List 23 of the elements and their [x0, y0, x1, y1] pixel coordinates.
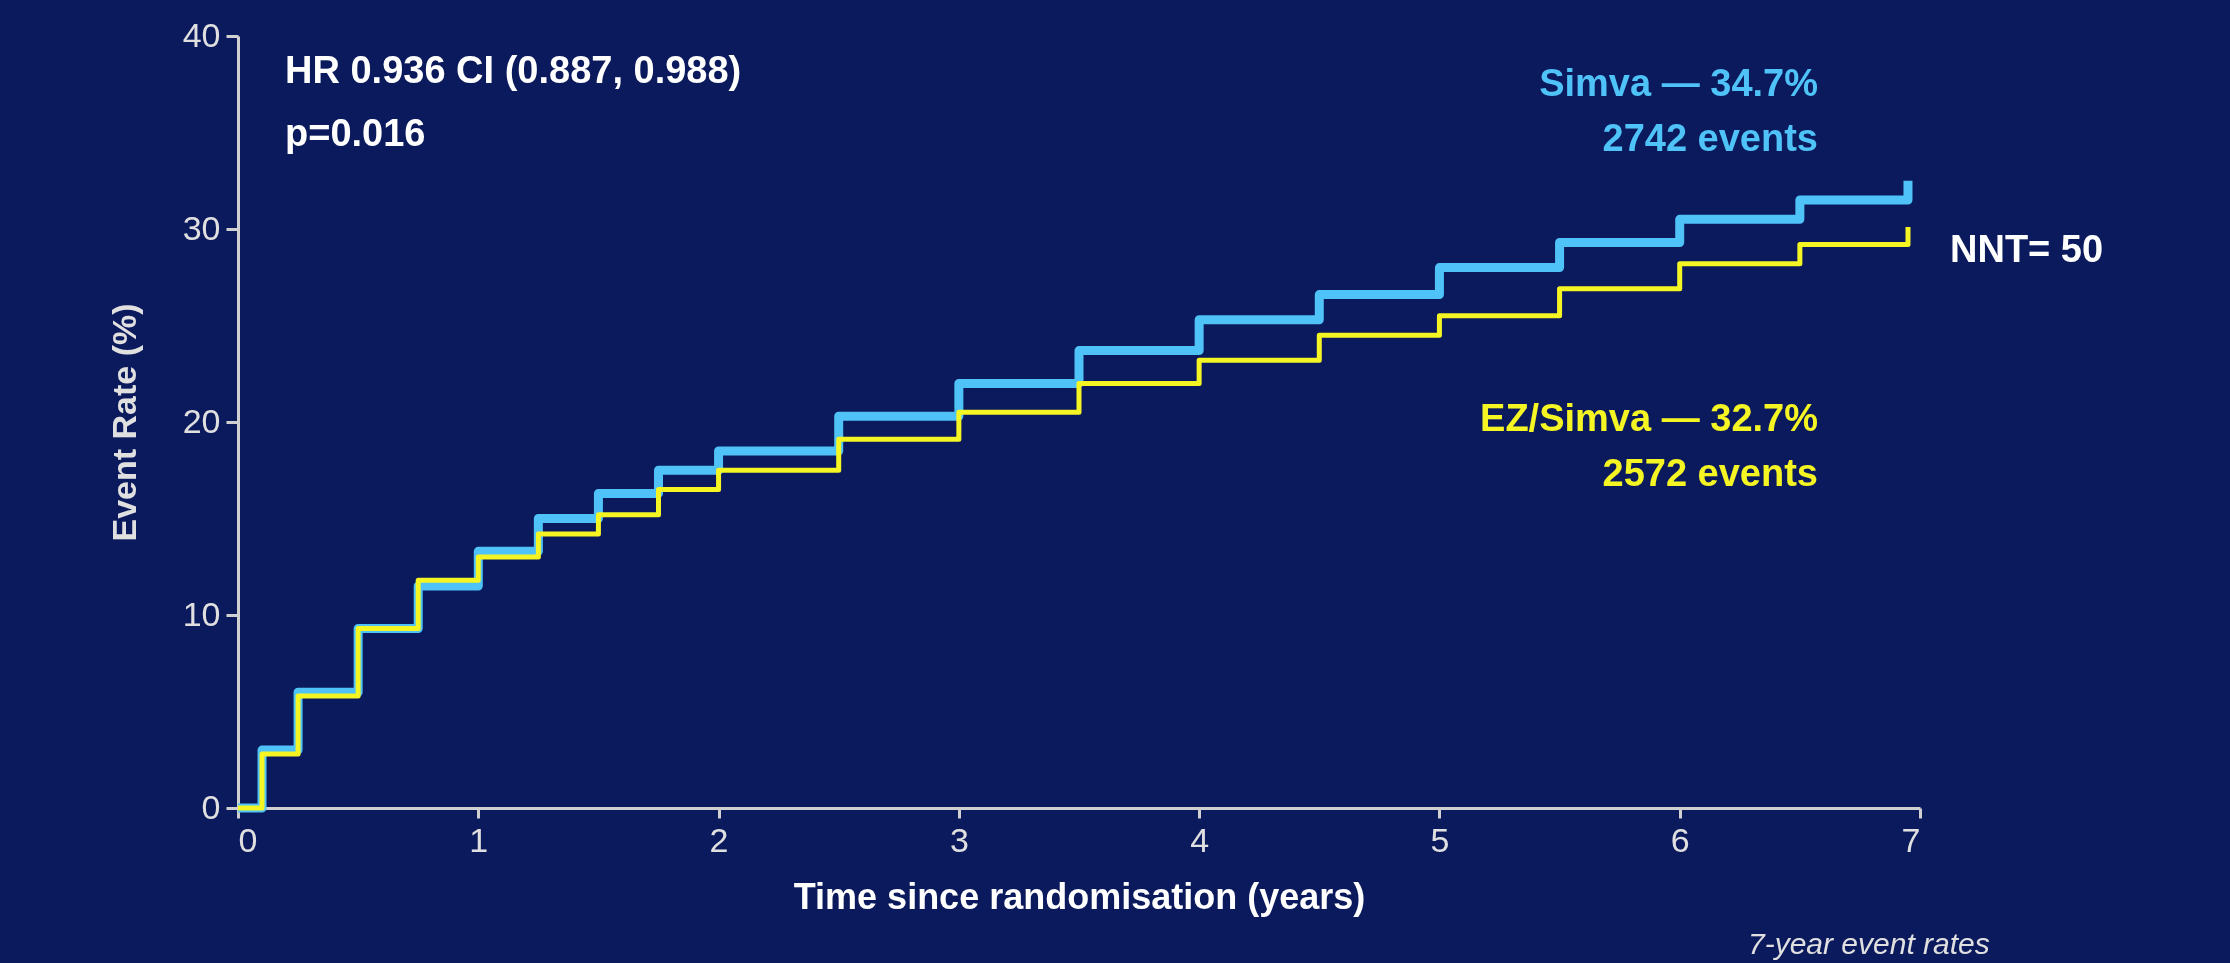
x-tick-label: 4 [1190, 820, 1210, 859]
y-axis-title: Event Rate (%) [104, 303, 143, 542]
x-tick-label: 3 [949, 820, 969, 859]
y-tick-label: 10 [182, 594, 221, 633]
y-tick-label: 30 [182, 208, 221, 247]
x-tick-label: 7 [1901, 820, 1921, 859]
series-label: EZ/Simva — 32.7% [1480, 397, 1818, 439]
x-axis-title: Time since randomisation (years) [793, 875, 1366, 917]
annotation: 2742 events [1602, 117, 1818, 159]
x-tick-label: 0 [238, 820, 258, 859]
annotation: HR 0.936 CI (0.887, 0.988) [285, 49, 742, 91]
y-tick-label: 0 [201, 787, 221, 826]
text: Simva — 34.7% [1539, 62, 1818, 104]
y-tick-label: 20 [182, 401, 221, 440]
x-tick-label: 6 [1670, 820, 1690, 859]
text: 7-year event rates [1748, 927, 1990, 960]
x-tick-label: 2 [709, 820, 729, 859]
text: NNT= 50 [1950, 228, 2104, 270]
annotation: p=0.016 [285, 112, 426, 154]
annotation: 2572 events [1602, 452, 1818, 494]
x-tick-label: 5 [1430, 820, 1450, 859]
y-tick-label: 40 [182, 15, 221, 54]
x-tick-label: 1 [469, 820, 489, 859]
